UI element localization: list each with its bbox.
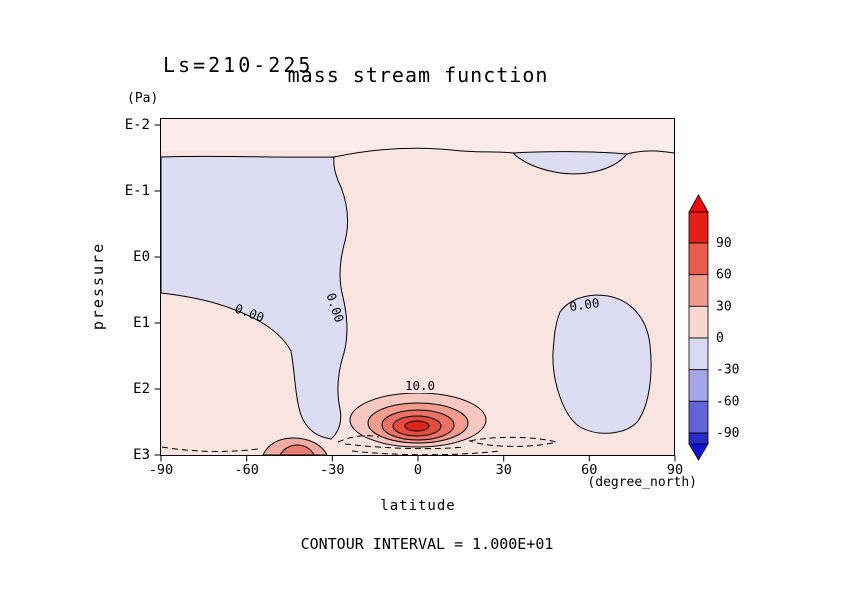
colorbar-band-5: [688, 369, 709, 402]
dashed-contour: [351, 450, 501, 456]
colorbar-label: 30: [716, 299, 732, 314]
colorbar-band-7: [688, 432, 709, 445]
cell-contour-50: [404, 420, 430, 432]
negative-region-right-blob: [552, 294, 652, 434]
x-axis-title: latitude: [380, 498, 455, 514]
positive-cell-contours: [349, 392, 487, 448]
negative-region-top-right-lens: [511, 151, 628, 175]
x-tick-label: -90: [149, 462, 173, 478]
x-axis-unit-label: (degree_north): [587, 475, 697, 490]
y-tick-label: E-1: [125, 183, 150, 199]
colorbar-arrow-bottom: [688, 443, 709, 461]
colorbar-band-4: [688, 337, 709, 371]
ten-label-mask: [397, 379, 443, 393]
y-tick-label: E3: [133, 447, 150, 463]
negative-region-left-and-band: [160, 155, 349, 440]
colorbar-label: 90: [716, 236, 732, 251]
colorbar-band-0: [688, 211, 709, 244]
x-tick-label: 90: [667, 462, 683, 478]
dashed-negative-contours: [161, 435, 558, 456]
y-axis-unit-label: (Pa): [127, 91, 158, 106]
colorbar-label: 60: [716, 268, 732, 283]
colorbar-band-6: [688, 400, 709, 434]
colorbar-labels: 90 60 30 0 -30 -60 -90: [716, 236, 739, 441]
dashed-contour: [468, 436, 558, 447]
bottom-edge-positive-cell: [262, 437, 328, 456]
y-tick-label: E0: [133, 249, 150, 265]
x-tick-label: 30: [496, 462, 512, 478]
dashed-contour: [344, 443, 466, 450]
colorbar-label: -90: [716, 426, 739, 441]
y-tick-label: E-2: [125, 117, 150, 133]
zero-contour-top-line: [333, 147, 514, 158]
plot-title: mass stream function: [288, 63, 549, 87]
colorbar-label: -30: [716, 363, 739, 378]
y-tick-label: E2: [133, 381, 150, 397]
edge-cell-inner: [279, 444, 315, 456]
y-tick-marks: [154, 124, 161, 456]
x-tick-labels: -90 -60 -30 0 30 60 90: [149, 462, 683, 478]
colorbar-band-1: [688, 242, 709, 276]
colorbar-arrow-top: [688, 194, 709, 213]
x-tick-label: -30: [320, 462, 344, 478]
colorbar-band-3: [688, 305, 709, 339]
x-tick-label: 60: [581, 462, 597, 478]
dashed-contour: [337, 435, 380, 443]
y-tick-label: E1: [133, 315, 150, 331]
colorbar-label: -60: [716, 394, 739, 409]
contour-label-zero-right: 0.00: [568, 295, 600, 314]
ls-range-label: Ls=210-225: [163, 53, 313, 77]
contour-label-ten: 10.0: [405, 378, 435, 393]
contour-field: 0.00 0.00 0.00 10.0: [160, 118, 675, 456]
colorbar-label: 0: [716, 331, 724, 346]
y-tick-labels: E-2 E-1 E0 E1 E2 E3: [125, 117, 150, 463]
y-axis-title: pressure: [89, 242, 107, 330]
contour-interval-note: CONTOUR INTERVAL = 1.000E+01: [301, 535, 554, 553]
x-tick-marks: [160, 455, 676, 462]
colorbar-band-2: [688, 274, 709, 307]
x-tick-label: 0: [414, 462, 422, 478]
zero-contour-top-line-right: [626, 150, 675, 155]
x-tick-label: -60: [235, 462, 259, 478]
top-strip-fill: [160, 118, 675, 152]
colorbar: 90 60 30 0 -30 -60 -90: [688, 194, 739, 461]
